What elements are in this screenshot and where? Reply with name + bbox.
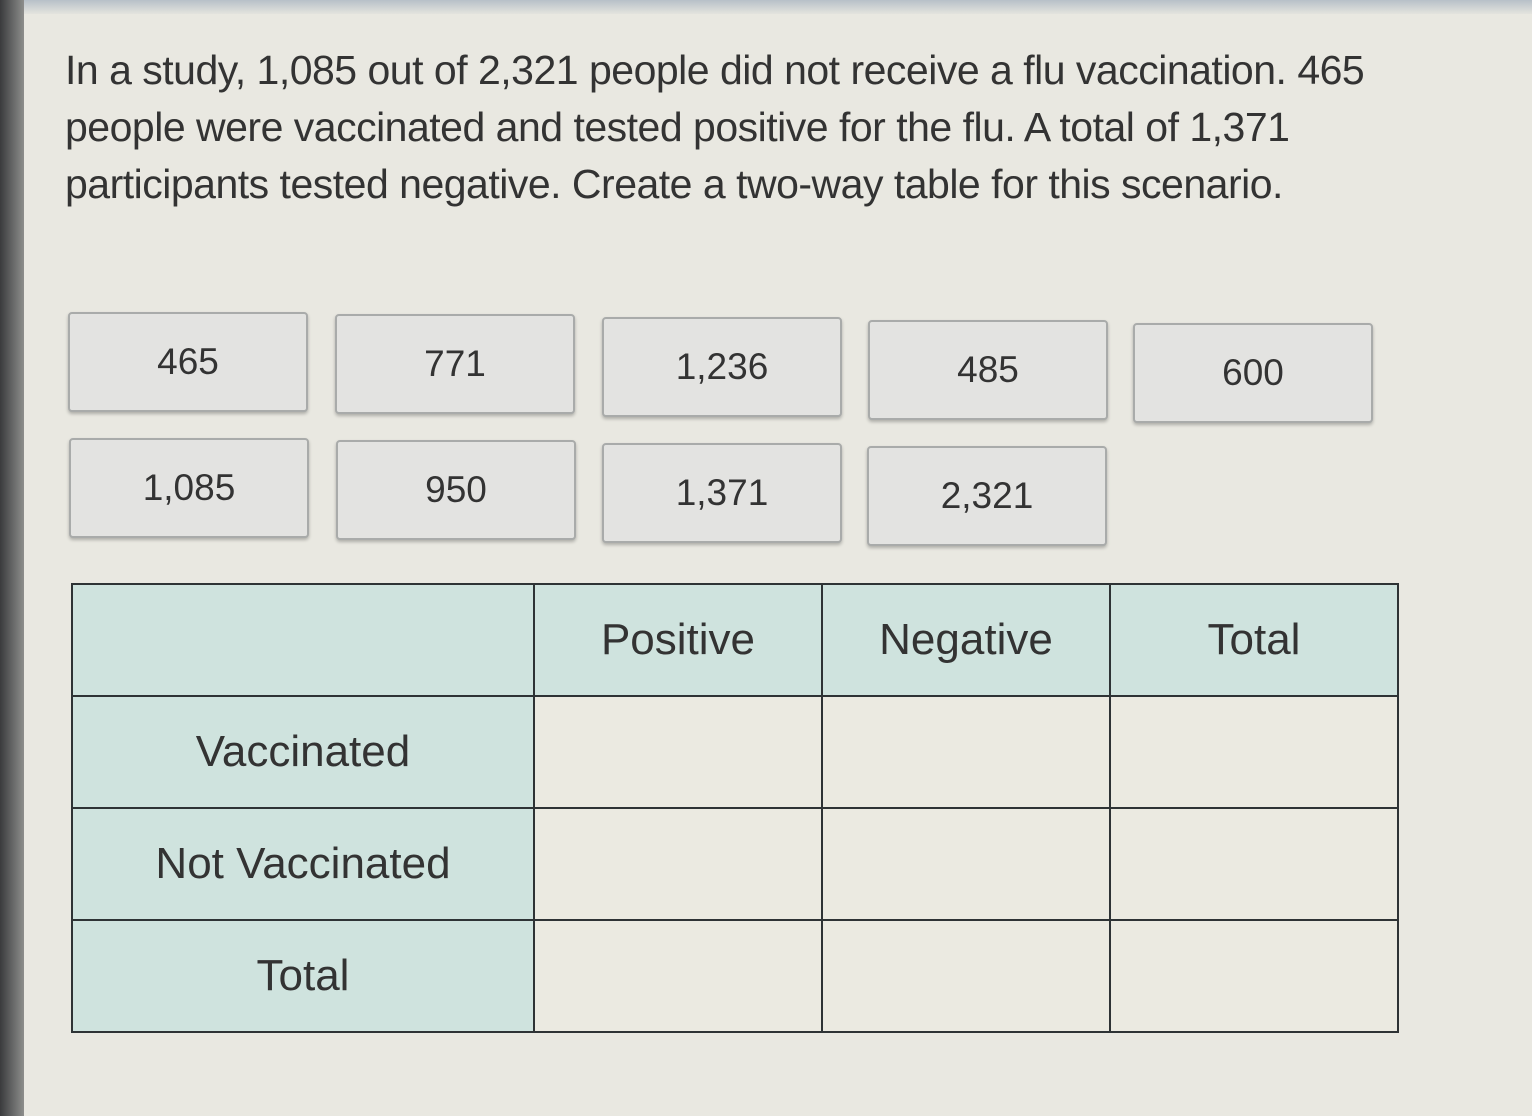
- drop-cell[interactable]: [821, 919, 1111, 1033]
- answer-tile[interactable]: 2,321: [867, 446, 1107, 546]
- header-corner: [71, 583, 535, 697]
- table-row: Not Vaccinated: [71, 807, 1399, 921]
- drop-cell[interactable]: [533, 919, 823, 1033]
- answer-tile[interactable]: 465: [68, 312, 308, 412]
- header-negative: Negative: [821, 583, 1111, 697]
- answer-tile[interactable]: 1,085: [69, 438, 309, 538]
- answer-tile[interactable]: 950: [336, 440, 576, 540]
- top-bar: [24, 0, 1532, 14]
- answer-tile[interactable]: 600: [1133, 323, 1373, 423]
- two-way-table: Positive Negative Total Vaccinated Not V…: [71, 583, 1399, 1033]
- drop-cell[interactable]: [1109, 807, 1399, 921]
- row-header-vaccinated: Vaccinated: [71, 695, 535, 809]
- drop-cell[interactable]: [533, 807, 823, 921]
- drop-cell[interactable]: [1109, 919, 1399, 1033]
- table-row: Total: [71, 919, 1399, 1033]
- drop-cell[interactable]: [533, 695, 823, 809]
- drop-cell[interactable]: [821, 807, 1111, 921]
- answer-tile[interactable]: 485: [868, 320, 1108, 420]
- answer-tile[interactable]: 1,371: [602, 443, 842, 543]
- row-header-total: Total: [71, 919, 535, 1033]
- header-positive: Positive: [533, 583, 823, 697]
- answer-tile[interactable]: 1,236: [602, 317, 842, 417]
- drop-cell[interactable]: [821, 695, 1111, 809]
- table-row: Vaccinated: [71, 695, 1399, 809]
- row-header-not-vaccinated: Not Vaccinated: [71, 807, 535, 921]
- answer-tile[interactable]: 771: [335, 314, 575, 414]
- screen-edge: [0, 0, 24, 1116]
- drop-cell[interactable]: [1109, 695, 1399, 809]
- table-header-row: Positive Negative Total: [71, 583, 1399, 697]
- header-total: Total: [1109, 583, 1399, 697]
- question-text: In a study, 1,085 out of 2,321 people di…: [65, 47, 1365, 207]
